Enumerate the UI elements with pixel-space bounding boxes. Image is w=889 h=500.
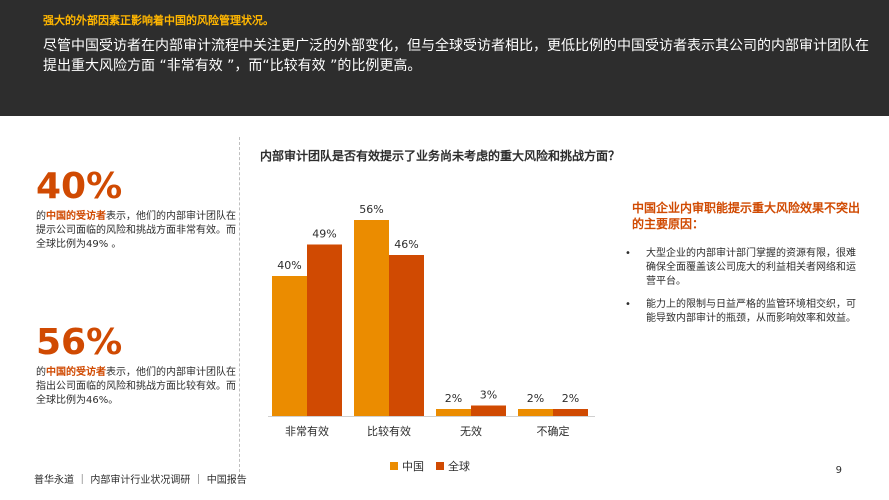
legend-swatch-china <box>390 462 398 470</box>
bar-china <box>354 220 389 416</box>
stat-prefix: 的 <box>36 367 46 378</box>
list-item-text: 能力上的限制与日益严格的监管环境相交织，可能导致内部审计的瓶颈，从而影响效率和效… <box>646 299 856 324</box>
stat-value: 40% <box>36 166 123 207</box>
bar-china <box>272 276 307 416</box>
data-label: 2% <box>445 392 462 405</box>
data-label: 2% <box>562 392 579 405</box>
stat-block-very-effective: 40% 的中国的受访者表示，他们的内部审计团队在提示公司面临的风险和挑战方面非常… <box>36 168 236 252</box>
header-body: 尽管中国受访者在内部审计流程中关注更广泛的外部变化，但与全球受访者相比，更低比例… <box>43 38 869 74</box>
reasons-list: • 大型企业的内部审计部门掌握的资源有限，很难确保全面覆盖该公司庞大的利益相关者网… <box>625 247 860 335</box>
bar-global <box>389 255 424 416</box>
bullet-icon: • <box>625 248 631 259</box>
list-item-text: 大型企业的内部审计部门掌握的资源有限，很难确保全面覆盖该公司庞大的利益相关者网络… <box>646 248 856 287</box>
x-tick-label: 非常有效 <box>285 424 329 438</box>
legend-label: 中国 <box>402 460 424 473</box>
bar-china <box>436 409 471 416</box>
stat-value: 56% <box>36 322 123 363</box>
header-kicker: 强大的外部因素正影响着中国的风险管理状况。 <box>43 14 274 27</box>
bar-chart: 40% 49% 非常有效 56% 46% 比较有效 2% 3% 无效 2% 2% 不确定 <box>268 203 595 438</box>
stat-block-somewhat-effective: 56% 的中国的受访者表示，他们的内部审计团队在指出公司面临的风险和挑战方面比较… <box>36 324 236 408</box>
bar-global <box>553 409 588 416</box>
data-label: 49% <box>312 228 336 241</box>
list-item: • 大型企业的内部审计部门掌握的资源有限，很难确保全面覆盖该公司庞大的利益相关者网… <box>625 247 860 289</box>
stat-text: 表示，他们的内部审计团队在指出公司面临的风险和挑战方面比较有效。而全球比例为46… <box>36 367 236 406</box>
data-label: 40% <box>277 259 301 272</box>
chart-title: 内部审计团队是否有效提示了业务尚未考虑的重大风险和挑战方面？ <box>260 149 621 163</box>
header-banner: 强大的外部因素正影响着中国的风险管理状况。 尽管中国受访者在内部审计流程中关注更… <box>0 0 889 116</box>
chart-legend: 中国 全球 <box>390 458 470 474</box>
reasons-title: 中国企业内审职能提示重大风险效果不突出的主要原因： <box>632 201 861 231</box>
stat-description: 的中国的受访者表示，他们的内部审计团队在提示公司面临的风险和挑战方面非常有效。而… <box>36 210 236 252</box>
data-label: 46% <box>394 238 418 251</box>
list-item: • 能力上的限制与日益严格的监管环境相交织，可能导致内部审计的瓶颈，从而影响效率和… <box>625 298 860 326</box>
bar-china <box>518 409 553 416</box>
stat-highlight: 中国的受访者 <box>46 367 106 378</box>
legend-item-global: 全球 <box>436 458 470 474</box>
x-tick-label: 无效 <box>460 424 482 438</box>
bar-global <box>307 244 342 416</box>
legend-item-china: 中国 <box>390 458 424 474</box>
data-label: 56% <box>359 203 383 216</box>
x-tick-label: 比较有效 <box>367 424 411 438</box>
stat-prefix: 的 <box>36 211 46 222</box>
bar-global <box>471 405 506 416</box>
x-tick-label: 不确定 <box>537 424 570 438</box>
data-label: 3% <box>480 389 497 402</box>
footer-text: 普华永道 ｜ 内部审计行业状况调研 ｜ 中国报告 <box>34 475 247 486</box>
stat-text: 表示，他们的内部审计团队在提示公司面临的风险和挑战方面非常有效。而全球比例为49… <box>36 211 236 250</box>
section-divider <box>239 137 240 477</box>
data-label: 2% <box>527 392 544 405</box>
stat-description: 的中国的受访者表示，他们的内部审计团队在指出公司面临的风险和挑战方面比较有效。而… <box>36 366 236 408</box>
legend-swatch-global <box>436 462 444 470</box>
stat-highlight: 中国的受访者 <box>46 211 106 222</box>
legend-label: 全球 <box>448 460 470 473</box>
page-number: 9 <box>835 465 842 476</box>
bullet-icon: • <box>625 299 631 310</box>
